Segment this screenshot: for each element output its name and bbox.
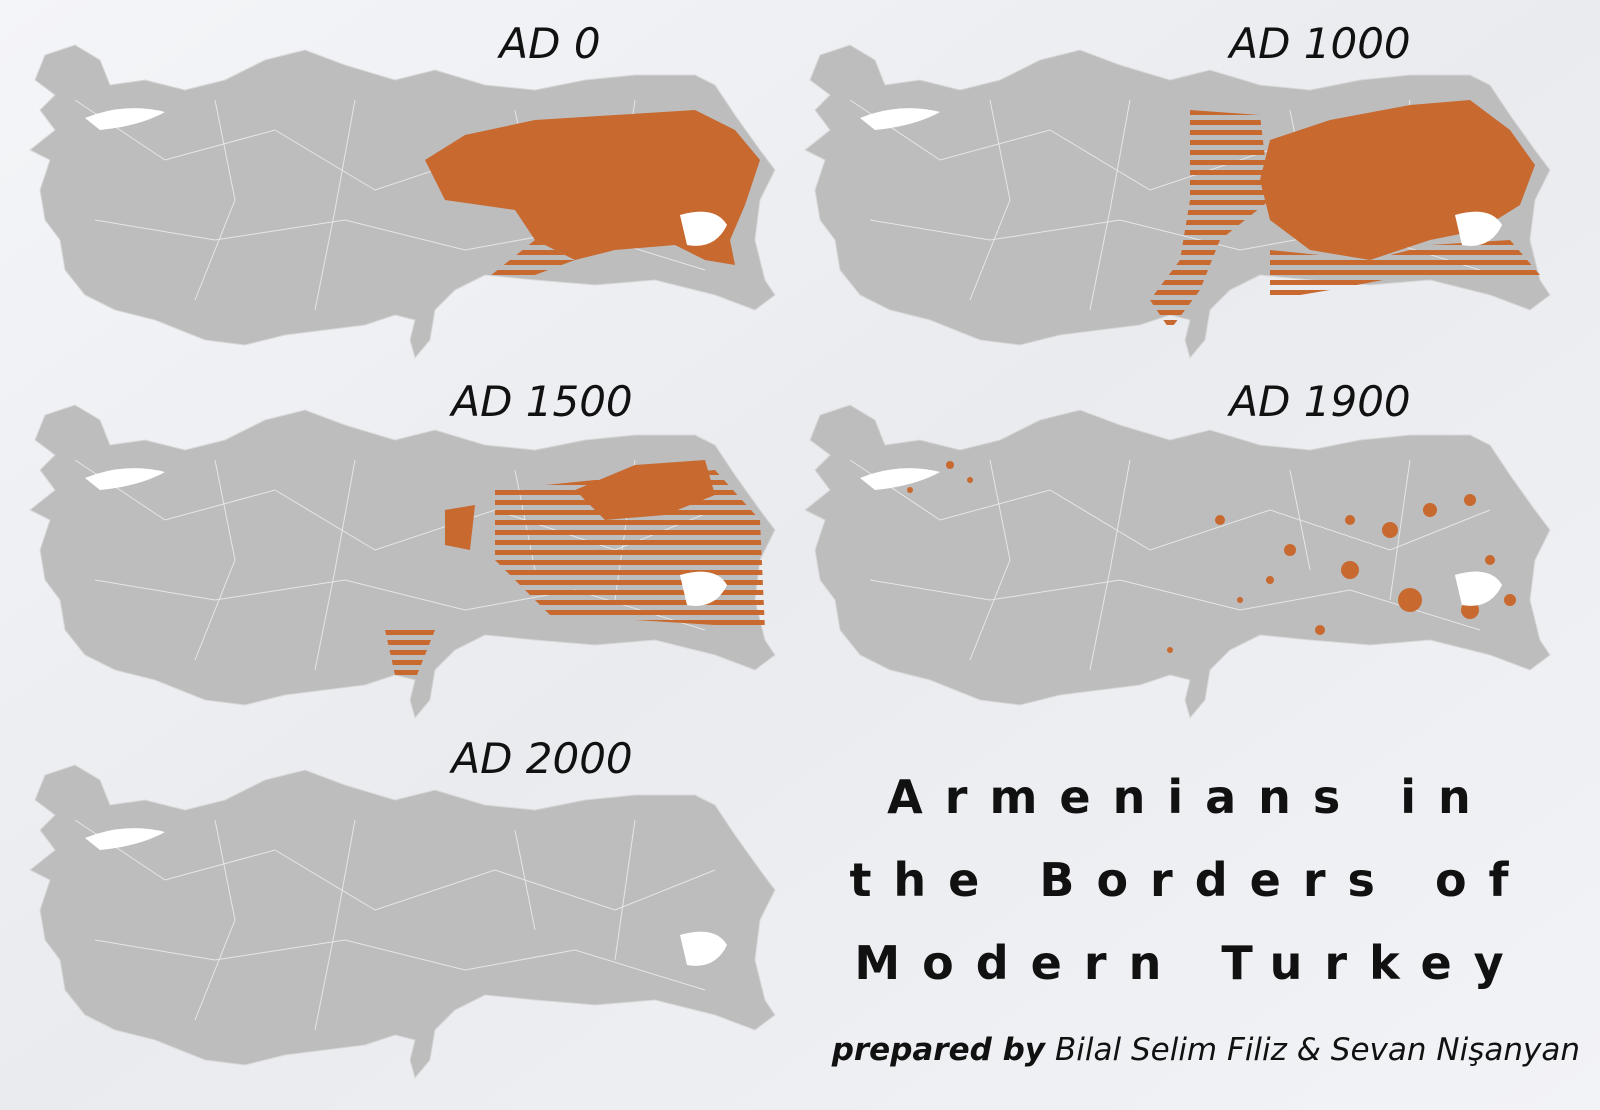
- map-ad-1500: [29, 404, 776, 719]
- map-ad-1000: [804, 44, 1551, 359]
- map-label: AD 2000: [448, 734, 632, 783]
- credit-prefix: prepared by: [831, 1032, 1047, 1068]
- map-label: AD 1500: [448, 377, 632, 426]
- map-label: AD 1000: [1226, 19, 1410, 68]
- credit-authors: Bilal Selim Filiz & Sevan Nişanyan: [1055, 1032, 1580, 1068]
- title-line: the Borders of: [849, 853, 1530, 907]
- map-label: AD 0: [496, 19, 600, 68]
- map-ad-0: [29, 44, 776, 359]
- credit: prepared by Bilal Selim Filiz & Sevan Niş…: [831, 1032, 1580, 1068]
- title-line: Armenians in: [887, 770, 1493, 824]
- title-line: Modern Turkey: [854, 936, 1525, 990]
- map-ad-1900: [804, 404, 1551, 719]
- map-label: AD 1900: [1226, 377, 1410, 426]
